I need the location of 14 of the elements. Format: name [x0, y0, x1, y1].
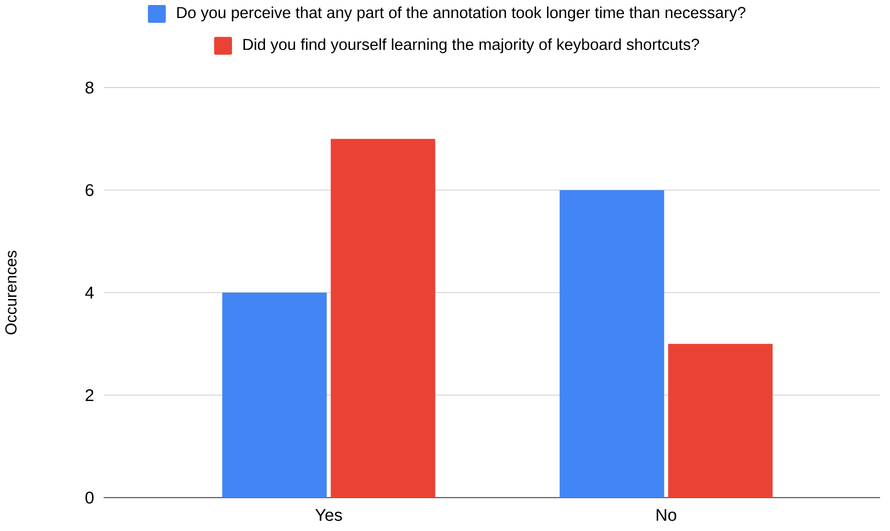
x-tick-label: Yes [315, 509, 342, 522]
y-tick-label: 2 [86, 389, 94, 402]
legend-label: Did you find yourself learning the majority of keyboard shortcuts? [243, 38, 700, 54]
bar [560, 190, 664, 498]
y-axis-title: Occurences [5, 250, 17, 335]
y-tick-label: 4 [85, 287, 94, 299]
bar [668, 344, 773, 498]
legend-label: Do you perceive that any part of the annotation took longer time than necessary? [177, 6, 746, 22]
y-tick-label: 0 [85, 492, 94, 504]
x-tick-label: No [656, 509, 676, 522]
y-tick-label: 8 [86, 82, 94, 94]
bar [222, 292, 327, 498]
bar [330, 139, 436, 498]
y-tick-label: 6 [86, 184, 94, 196]
